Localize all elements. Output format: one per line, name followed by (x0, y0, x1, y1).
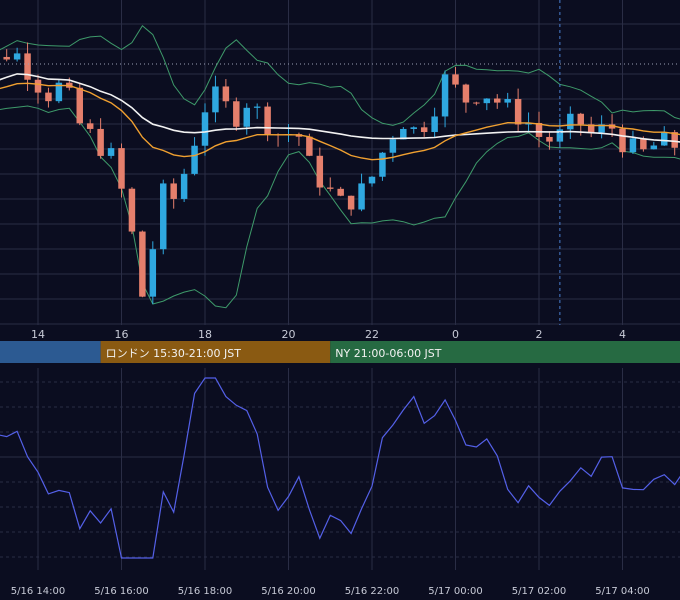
candle-bull (13, 53, 21, 60)
candle-bear (3, 56, 10, 60)
x-tick-label: 18 (198, 328, 212, 341)
candle-bull (504, 99, 511, 103)
session-bar: ロンドン 15:30-21:00 JST NY 21:00-06:00 JST (0, 341, 680, 363)
long-moving-average-line (0, 73, 680, 143)
candle-bull (389, 139, 397, 153)
candle-bear (128, 188, 136, 232)
oscillator-x-axis-ticks: 5/16 14:00 5/16 16:00 5/16 18:00 5/16 20:00… (11, 586, 650, 597)
candle-bear (97, 128, 104, 156)
candle-bull (180, 173, 188, 199)
x-tick-label: 16 (115, 328, 129, 341)
x-tick-label: 4 (619, 328, 626, 341)
candle-bull (253, 106, 261, 108)
osc-x-tick-label: 5/17 04:00 (595, 586, 649, 597)
candle-bull (598, 124, 605, 133)
bollinger-lower-band (0, 105, 680, 309)
osc-x-tick-label: 5/17 00:00 (428, 586, 482, 597)
candle-bear (24, 53, 31, 80)
candlestick-series (3, 42, 678, 305)
candle-bull (201, 112, 209, 146)
candle-bear (264, 106, 271, 135)
candle-bear (452, 74, 459, 85)
x-tick-label: 14 (31, 328, 45, 341)
osc-x-tick-label: 5/16 18:00 (178, 586, 232, 597)
candle-bull (483, 98, 491, 104)
candle-bull (410, 127, 417, 129)
candle-bear (45, 92, 52, 102)
candle-bull (556, 129, 564, 142)
candle-bull (441, 74, 449, 117)
candle-bull (368, 176, 376, 184)
main-panel-grid (0, 0, 680, 325)
candle-bear (462, 84, 470, 103)
candle-bull (431, 116, 438, 133)
candle-bear (671, 132, 678, 148)
candle-bull (650, 145, 658, 150)
candle-bear (306, 136, 313, 156)
candle-bear (619, 128, 626, 153)
candle-bull (525, 122, 532, 125)
candle-bear (420, 127, 428, 133)
candle-bear (514, 99, 522, 125)
candle-bull (160, 183, 167, 250)
candle-bear (608, 124, 616, 129)
candle-bear (337, 188, 344, 196)
short-moving-average-line (0, 82, 680, 161)
candle-bear (76, 87, 83, 124)
bollinger-bands (0, 24, 680, 309)
candle-bull (358, 183, 365, 210)
candle-bear (640, 138, 647, 150)
candle-bear (139, 231, 146, 297)
session-label: NY 21:00-06:00 JST (335, 347, 442, 360)
candle-bear (587, 124, 595, 133)
candle-bear (222, 86, 230, 102)
candle-bear (233, 101, 240, 127)
oscillator-line (0, 377, 680, 559)
candle-bull (661, 132, 668, 146)
session-block (330, 341, 680, 363)
candle-bear (327, 187, 334, 189)
candle-bull (567, 113, 574, 130)
x-tick-label: 2 (536, 328, 543, 341)
candle-bull (629, 138, 637, 153)
x-tick-label: 20 (282, 328, 296, 341)
main-x-axis-ticks: 14 16 18 20 22 0 2 4 (31, 328, 626, 341)
candle-bull (400, 128, 407, 140)
candle-bull (55, 82, 63, 102)
osc-x-tick-label: 5/17 02:00 (512, 586, 566, 597)
candle-bear (546, 136, 553, 142)
session-label: ロンドン 15:30-21:00 JST (106, 347, 242, 360)
candle-bear (316, 155, 324, 188)
candle-bull (107, 148, 115, 156)
candle-bull (149, 249, 157, 297)
oscillator-panel-grid (0, 368, 680, 570)
candle-bear (118, 148, 125, 189)
osc-x-tick-label: 5/16 22:00 (345, 586, 399, 597)
session-block (0, 341, 101, 363)
candle-bull (379, 152, 386, 177)
candle-bull (191, 145, 198, 174)
session-block (100, 341, 331, 363)
candle-bear (34, 79, 42, 93)
candle-bear (347, 195, 355, 210)
candle-bull (243, 107, 250, 127)
candle-bear (494, 98, 501, 103)
osc-x-tick-label: 5/16 14:00 (11, 586, 65, 597)
x-tick-label: 22 (365, 328, 379, 341)
x-tick-label: 0 (452, 328, 459, 341)
candle-bear (86, 123, 94, 129)
candle-bull (212, 86, 219, 113)
osc-x-tick-label: 5/16 20:00 (261, 586, 315, 597)
osc-x-tick-label: 5/16 16:00 (94, 586, 148, 597)
candle-bear (170, 183, 177, 199)
candle-bear (577, 113, 584, 125)
bollinger-upper-band (0, 24, 680, 126)
candle-bear (473, 102, 480, 104)
candle-bear (535, 122, 543, 137)
